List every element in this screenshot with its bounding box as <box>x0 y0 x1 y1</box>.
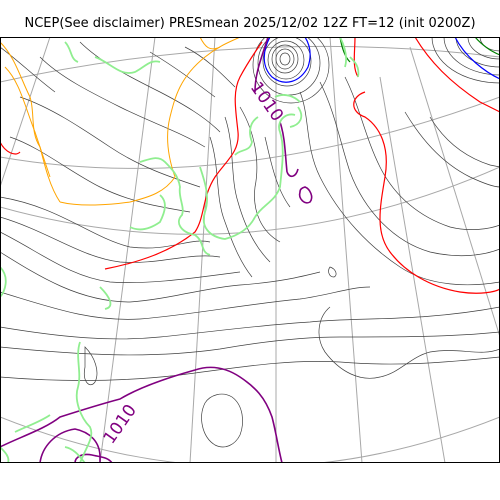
terrain-contours <box>0 37 241 206</box>
isobar <box>84 346 98 386</box>
isobar <box>0 196 211 249</box>
isobar <box>319 81 500 257</box>
isobar <box>19 96 201 188</box>
isobar <box>0 216 221 263</box>
coastline <box>349 56 360 78</box>
isobar-green <box>474 37 500 56</box>
isobar-1010-north <box>254 37 269 93</box>
terrain-contour <box>59 176 176 206</box>
isobar-red <box>104 41 263 270</box>
coastline <box>274 94 301 103</box>
longitude-line <box>409 46 500 338</box>
isobar-1010-south <box>74 453 113 463</box>
coastline <box>254 113 296 218</box>
isobar-1010-north <box>286 168 299 178</box>
isobar <box>209 136 253 278</box>
isobar <box>184 46 236 88</box>
isobar <box>9 136 191 213</box>
isobar <box>299 91 500 286</box>
isobars-blue <box>263 37 500 83</box>
coastline <box>289 106 303 128</box>
isobar <box>149 51 216 98</box>
map-frame: 1010 1010 <box>0 37 500 463</box>
coastline <box>94 56 161 74</box>
longitude-line <box>379 76 446 463</box>
coastline <box>199 166 256 240</box>
longitude-line <box>0 37 51 188</box>
latitude-line <box>0 166 500 235</box>
coastline <box>339 37 348 68</box>
isobar <box>0 46 56 93</box>
isobar <box>0 251 321 303</box>
terrain-contour <box>167 37 241 178</box>
isobar <box>0 306 500 340</box>
isobar <box>264 136 291 208</box>
coastline <box>64 446 86 463</box>
isobar <box>328 266 337 278</box>
isobar-blue <box>263 37 311 83</box>
isobar <box>201 393 243 448</box>
coastline <box>0 266 7 298</box>
isobar <box>318 306 500 379</box>
coastline <box>129 194 166 231</box>
isobar-red <box>353 37 359 78</box>
longitude-line <box>99 37 156 463</box>
coastline <box>64 41 79 63</box>
isobar <box>0 286 371 320</box>
isobar-blue <box>454 37 500 80</box>
isobar-red <box>353 91 500 294</box>
coastline <box>14 414 51 433</box>
latitude-line <box>0 416 500 463</box>
isobar-1010-north <box>279 121 288 173</box>
coastline <box>99 286 112 310</box>
isobar <box>344 76 500 230</box>
isobar-1010-south <box>39 428 101 463</box>
coastlines <box>0 37 360 463</box>
isobar <box>404 111 500 188</box>
map-title: NCEP(See disclaimer) PRESmean 2025/12/02… <box>24 16 476 31</box>
isobar <box>0 231 241 283</box>
isobar-red <box>414 37 500 113</box>
latitude-line <box>0 96 500 169</box>
isobars <box>0 41 500 448</box>
terrain-contour <box>0 41 61 203</box>
pressure-map: 1010 1010 <box>0 37 500 463</box>
longitude-line <box>329 37 363 463</box>
coastline <box>75 341 93 463</box>
isobar-red <box>0 141 21 155</box>
latitude-line <box>0 45 500 83</box>
coastline <box>139 157 211 256</box>
isobar-1010-south <box>0 366 283 463</box>
isobars-red <box>0 37 500 294</box>
isobar <box>0 331 500 356</box>
isobar <box>429 116 500 168</box>
isobar <box>224 116 271 263</box>
coastline <box>0 446 10 463</box>
isobar <box>39 56 206 148</box>
isobars-1010 <box>0 37 313 463</box>
longitude-line <box>189 37 216 463</box>
graticule <box>0 37 500 463</box>
terrain-contour <box>199 37 221 50</box>
coastline <box>234 116 259 156</box>
map-background <box>0 37 500 463</box>
isobar-1010-small <box>298 186 313 204</box>
terrain-contour <box>4 66 51 178</box>
